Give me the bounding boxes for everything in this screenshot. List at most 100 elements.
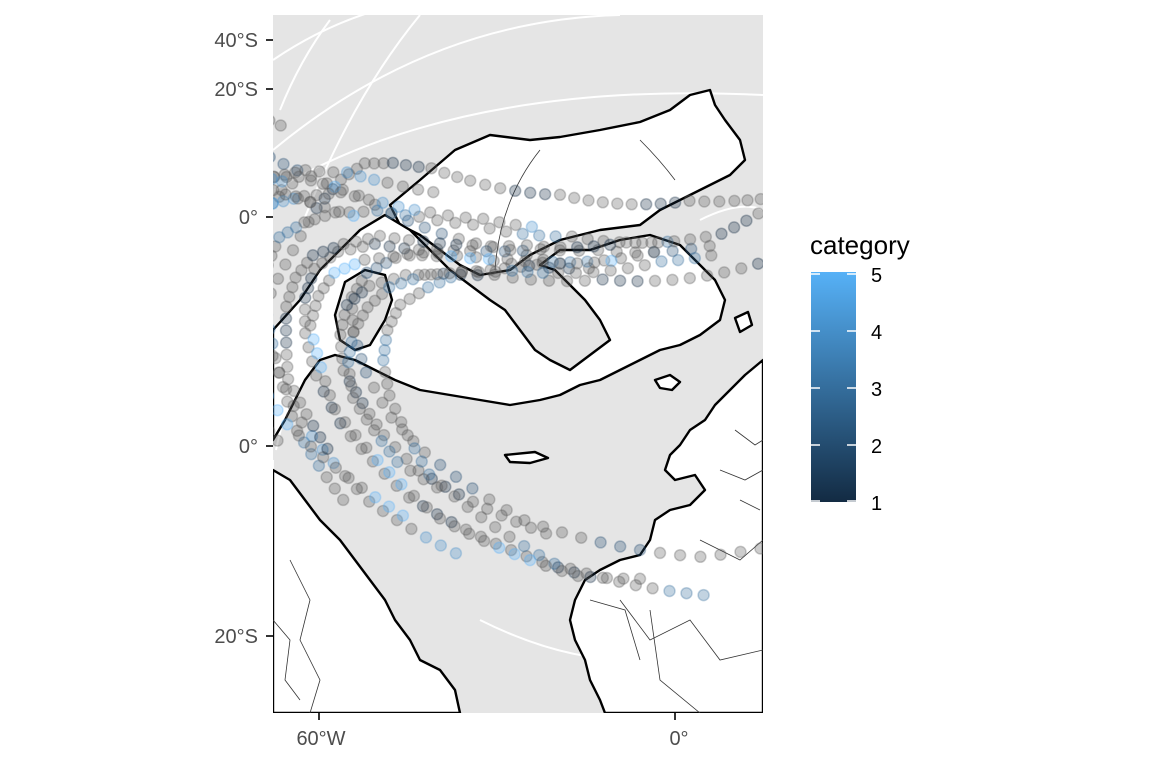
track-point (439, 480, 452, 494)
track-point (408, 203, 421, 217)
legend-label-4: 4 (871, 322, 882, 344)
track-point (172, 178, 183, 189)
track-point (372, 252, 386, 265)
track-point (162, 272, 173, 283)
track-point (273, 240, 282, 253)
track-point (483, 493, 496, 506)
track-point (298, 327, 312, 340)
track-point (261, 334, 272, 345)
track-point (316, 450, 330, 464)
track-point (489, 265, 502, 278)
track-point (412, 160, 425, 174)
track-point (273, 170, 281, 184)
track-point (298, 216, 311, 229)
track-point (239, 170, 250, 181)
track-point (393, 298, 407, 311)
track-point (500, 503, 513, 517)
track-point (224, 170, 235, 181)
track-point (610, 245, 623, 258)
track-point (124, 160, 135, 171)
track-point (358, 253, 371, 267)
track-point (189, 383, 200, 394)
track-point (154, 206, 165, 217)
track-point (184, 370, 195, 381)
track-point (390, 479, 403, 493)
track-point (536, 520, 550, 533)
track-point (412, 268, 425, 282)
track-point (673, 548, 687, 562)
track-point (313, 431, 327, 444)
track-point (273, 172, 279, 186)
track-point (447, 244, 460, 257)
track-point (353, 402, 367, 416)
track-point (304, 272, 318, 285)
track-point (345, 335, 358, 349)
x-axis: 60°W 0° (296, 713, 689, 750)
track-point (276, 380, 290, 394)
track-point (407, 489, 421, 503)
track-point (562, 262, 576, 275)
track-point (361, 232, 375, 246)
track-point (251, 300, 262, 311)
track-point (313, 165, 326, 178)
track-point (286, 243, 300, 257)
track-point (567, 566, 581, 579)
track-point (376, 504, 390, 518)
track-point (434, 539, 448, 552)
y-tick-label-3: 0° (239, 207, 258, 229)
track-point (316, 177, 330, 191)
track-point (651, 236, 665, 249)
track-point (377, 428, 391, 442)
track-point (230, 281, 241, 292)
track-point (244, 332, 255, 343)
track-point (612, 575, 626, 588)
track-point (433, 458, 447, 472)
track-point (395, 423, 409, 436)
track-point (195, 461, 206, 472)
track-point (376, 396, 389, 409)
track-point (539, 559, 553, 573)
track-point (377, 156, 390, 170)
track-point (201, 144, 212, 155)
track-point (444, 271, 458, 284)
track-point (358, 157, 372, 170)
track-point (243, 267, 254, 278)
track-point (338, 416, 352, 429)
track-point (370, 261, 383, 275)
track-point (209, 273, 220, 284)
track-point (516, 244, 530, 257)
track-point (466, 482, 479, 495)
track-point (208, 175, 219, 186)
track-point (448, 520, 461, 533)
track-point (166, 238, 177, 249)
legend: category 5 4 3 2 1 (810, 230, 910, 515)
track-point (298, 315, 312, 328)
track-point (233, 257, 244, 268)
track-point (449, 216, 462, 230)
track-point (388, 232, 401, 245)
track-point (170, 130, 181, 141)
track-point (666, 244, 679, 258)
track-point (461, 500, 474, 514)
track-point (480, 502, 494, 516)
track-point (126, 296, 137, 307)
track-point (584, 570, 597, 584)
track-point (237, 342, 248, 353)
track-point (639, 198, 653, 211)
track-point (231, 169, 242, 180)
track-point (248, 191, 259, 202)
x-tick-label-2: 0° (669, 728, 688, 750)
track-point (343, 206, 356, 219)
track-point (466, 239, 479, 252)
track-point (338, 469, 352, 483)
track-point (304, 195, 317, 209)
track-point (546, 255, 560, 269)
track-point (388, 402, 402, 416)
track-point (482, 252, 496, 266)
track-point (508, 184, 522, 198)
track-point (697, 588, 710, 602)
track-point (357, 205, 370, 218)
y-axis: 40°S 20°S 0° 0° 20°S (214, 30, 273, 648)
track-point (362, 193, 376, 207)
track-point (212, 220, 223, 231)
